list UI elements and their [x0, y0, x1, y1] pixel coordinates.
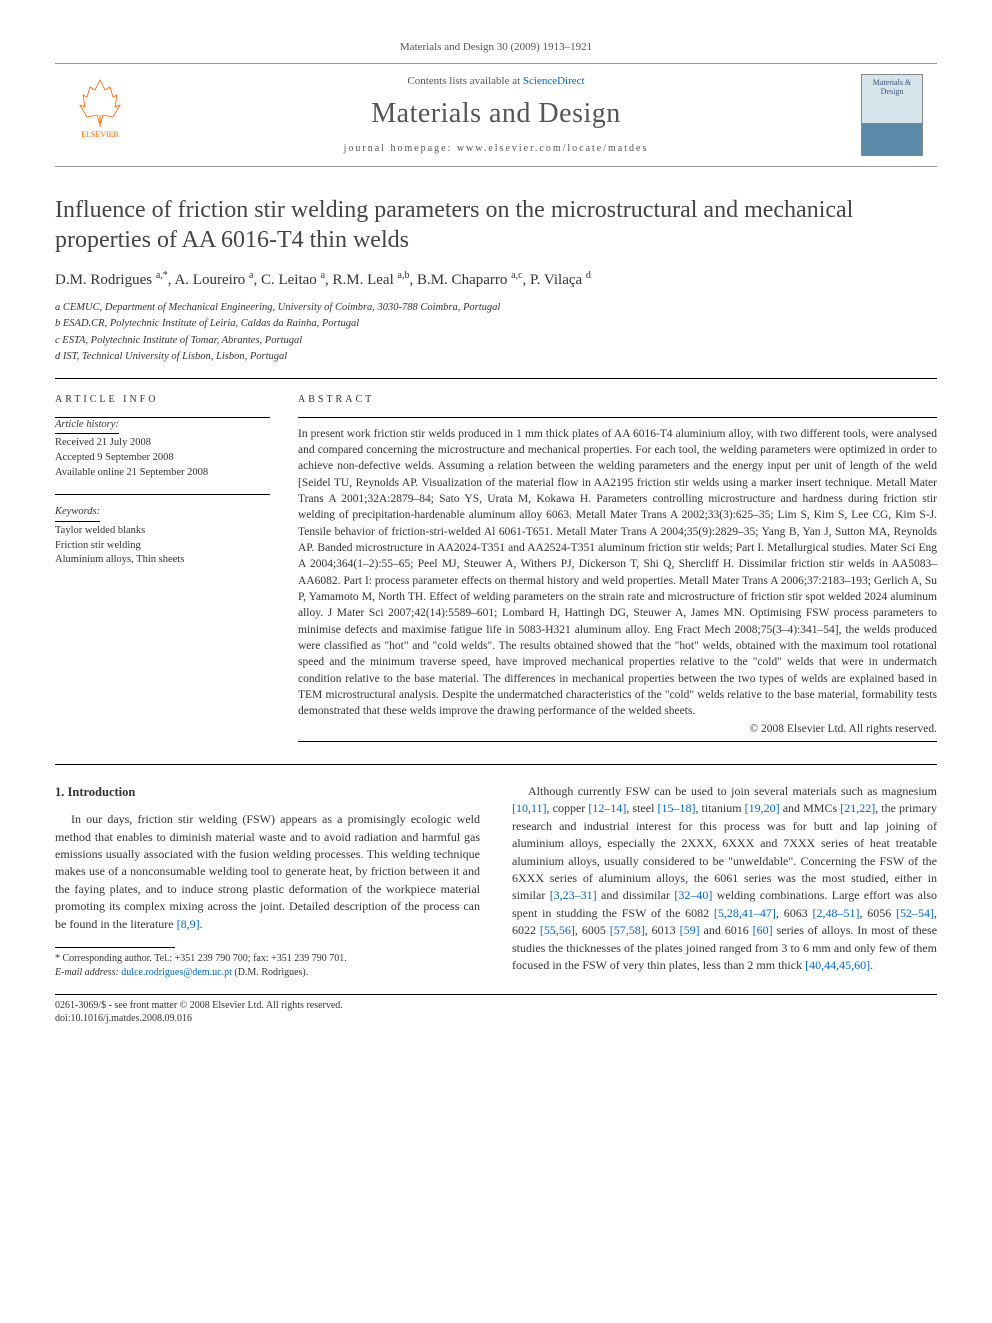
email-post: (D.M. Rodrigues).	[232, 967, 308, 978]
citation-line: Materials and Design 30 (2009) 1913–1921	[55, 40, 937, 55]
ref-link[interactable]: [32–40]	[674, 888, 712, 902]
ref-link[interactable]: [21,22]	[840, 801, 875, 815]
author-email-link[interactable]: dulce.rodrigues@dem.uc.pt	[121, 967, 232, 978]
masthead: ELSEVIER Contents lists available at Sci…	[55, 63, 937, 167]
body-column-left: 1. Introduction In our days, friction st…	[55, 783, 480, 980]
affiliations: a CEMUC, Department of Mechanical Engine…	[55, 300, 937, 364]
keyword-1: Taylor welded blanks	[55, 524, 270, 539]
contents-prefix: Contents lists available at	[407, 75, 522, 87]
abstract-text: In present work friction stir welds prod…	[298, 426, 937, 720]
keywords-label: Keywords:	[55, 505, 100, 522]
ref-link[interactable]: [15–18]	[657, 801, 695, 815]
p1-tail: .	[200, 917, 203, 931]
section-1-para-1: In our days, friction stir welding (FSW)…	[55, 811, 480, 933]
keyword-3: Aluminium alloys, Thin sheets	[55, 553, 270, 568]
email-label: E-mail address:	[55, 967, 121, 978]
ref-link[interactable]: [52–54]	[896, 906, 934, 920]
footer-doi: doi:10.1016/j.matdes.2008.09.016	[55, 1012, 937, 1026]
abstract-copyright: © 2008 Elsevier Ltd. All rights reserved…	[298, 722, 937, 738]
ref-link[interactable]: [57,58]	[610, 923, 645, 937]
publisher-logo-slot: ELSEVIER	[55, 75, 145, 155]
affiliation-d: d IST, Technical University of Lisbon, L…	[55, 349, 937, 364]
ref-link[interactable]: [10,11]	[512, 801, 547, 815]
sciencedirect-link[interactable]: ScienceDirect	[523, 75, 585, 87]
article-info-heading: ARTICLE INFO	[55, 393, 270, 407]
history-received: Received 21 July 2008	[55, 436, 270, 451]
affiliation-a: a CEMUC, Department of Mechanical Engine…	[55, 300, 937, 315]
col2-para-1: Although currently FSW can be used to jo…	[512, 783, 937, 974]
journal-homepage: journal homepage: www.elsevier.com/locat…	[145, 142, 847, 156]
ref-link[interactable]: [19,20]	[745, 801, 780, 815]
body-column-right: Although currently FSW can be used to jo…	[512, 783, 937, 980]
ref-link[interactable]: [2,48–51]	[812, 906, 859, 920]
page-footer: 0261-3069/$ - see front matter © 2008 El…	[55, 994, 937, 1026]
cover-title: Materials & Design	[862, 79, 922, 97]
ref-link[interactable]: [60]	[753, 923, 773, 937]
abstract-panel: ABSTRACT In present work friction stir w…	[298, 393, 937, 742]
abstract-heading: ABSTRACT	[298, 393, 937, 407]
ref-link[interactable]: [5,28,41–47]	[714, 906, 776, 920]
affiliation-b: b ESAD.CR, Polytechnic Institute of Leir…	[55, 316, 937, 331]
history-online: Available online 21 September 2008	[55, 466, 270, 481]
author-list: D.M. Rodrigues a,*, A. Loureiro a, C. Le…	[55, 269, 937, 290]
article-info-panel: ARTICLE INFO Article history: Received 2…	[55, 393, 270, 742]
history-accepted: Accepted 9 September 2008	[55, 451, 270, 466]
article-title: Influence of friction stir welding param…	[55, 195, 937, 255]
elsevier-tree-icon	[75, 75, 125, 130]
ref-link[interactable]: [59]	[680, 923, 700, 937]
journal-name: Materials and Design	[145, 95, 847, 133]
ref-link[interactable]: [3,23–31]	[550, 888, 597, 902]
elsevier-logo[interactable]: ELSEVIER	[65, 75, 135, 155]
ref-8-9-link[interactable]: [8,9]	[177, 917, 200, 931]
keyword-2: Friction stir welding	[55, 539, 270, 554]
ref-link[interactable]: [55,56]	[540, 923, 575, 937]
journal-cover-slot: Materials & Design	[847, 74, 937, 156]
contents-line: Contents lists available at ScienceDirec…	[145, 74, 847, 89]
corresponding-author-note: * Corresponding author. Tel.: +351 239 7…	[55, 952, 480, 966]
ref-link[interactable]: [40,44,45,60]	[805, 958, 870, 972]
email-line: E-mail address: dulce.rodrigues@dem.uc.p…	[55, 966, 480, 980]
footer-issn: 0261-3069/$ - see front matter © 2008 El…	[55, 999, 937, 1013]
p1-text: In our days, friction stir welding (FSW)…	[55, 812, 480, 930]
history-label: Article history:	[55, 418, 119, 435]
footnote-separator	[55, 947, 175, 948]
ref-link[interactable]: [12–14]	[588, 801, 626, 815]
section-1-heading: 1. Introduction	[55, 783, 480, 801]
affiliation-c: c ESTA, Polytechnic Institute of Tomar, …	[55, 333, 937, 348]
journal-cover-thumbnail[interactable]: Materials & Design	[861, 74, 923, 156]
publisher-name: ELSEVIER	[81, 130, 119, 141]
